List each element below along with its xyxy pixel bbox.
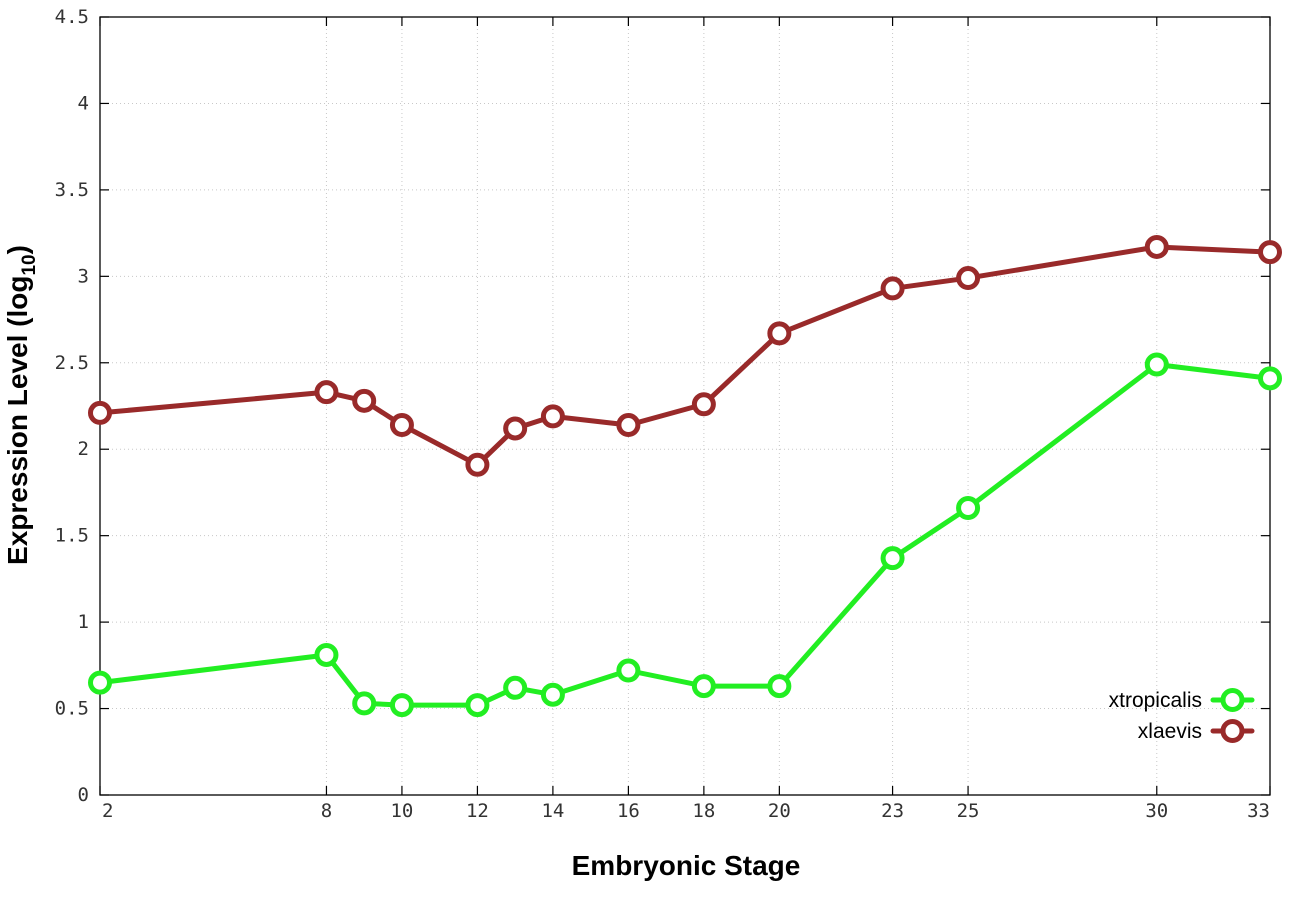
plot-frame	[99, 16, 1271, 796]
data-point-xtropicalis	[540, 682, 565, 707]
data-point-xlaevis	[880, 276, 905, 301]
data-point-xlaevis	[503, 416, 528, 441]
y-tick-label: 3	[78, 265, 89, 287]
series-line-xlaevis	[97, 244, 1273, 468]
grid	[100, 17, 1270, 795]
data-point-xlaevis	[767, 321, 792, 346]
y-tick-label: 2.5	[55, 352, 89, 374]
data-point-xlaevis	[1258, 240, 1282, 265]
legend-entry-xlaevis: xlaevis	[1138, 719, 1255, 743]
x-tick-label: 10	[390, 800, 413, 822]
y-tick-label: 4.5	[55, 6, 89, 28]
y-axis-title: Expression Level (log10)	[2, 245, 40, 565]
data-point-xtropicalis	[880, 546, 905, 571]
series-layer	[88, 234, 1282, 718]
x-tick-label: 23	[881, 800, 904, 822]
series-xlaevis	[88, 234, 1282, 477]
data-point-xtropicalis	[503, 675, 528, 700]
x-tick-label: 20	[768, 800, 791, 822]
legend-marker-xtropicalis	[1220, 688, 1245, 712]
data-point-xtropicalis	[1144, 352, 1169, 377]
legend-marker-xlaevis	[1220, 719, 1245, 743]
legend-entry-xtropicalis: xtropicalis	[1109, 688, 1255, 712]
y-tick-label: 0	[78, 784, 89, 806]
legend-label: xtropicalis	[1109, 689, 1202, 712]
data-point-xlaevis	[465, 452, 490, 477]
data-point-xtropicalis	[88, 670, 112, 695]
y-axis-title-close: )	[2, 245, 33, 254]
y-tick-label: 3.5	[55, 179, 89, 201]
series-xtropicalis	[88, 352, 1282, 718]
data-point-xlaevis	[389, 413, 414, 438]
data-point-xtropicalis	[616, 658, 641, 683]
data-point-xtropicalis	[465, 693, 490, 718]
y-tick-label: 1	[78, 611, 89, 633]
series-line-xtropicalis	[97, 362, 1273, 708]
x-tick-label: 33	[1247, 800, 1270, 822]
data-point-xlaevis	[1144, 234, 1169, 259]
x-tick-label: 30	[1145, 800, 1168, 822]
data-point-xlaevis	[616, 413, 641, 438]
data-point-xtropicalis	[314, 642, 339, 667]
data-point-xtropicalis	[956, 496, 981, 521]
x-tick-label: 16	[617, 800, 640, 822]
x-tick-label: 8	[321, 800, 332, 822]
y-axis-title-main: Expression Level (log	[2, 276, 33, 565]
y-axis-title-subscript: 10	[19, 254, 40, 275]
x-tick-label: 12	[466, 800, 489, 822]
data-point-xtropicalis	[1258, 366, 1282, 391]
data-point-xtropicalis	[691, 674, 716, 699]
y-tick-label: 1.5	[55, 525, 89, 547]
data-point-xtropicalis	[389, 693, 414, 718]
x-tick-label: 14	[541, 800, 564, 822]
data-point-xtropicalis	[767, 674, 792, 699]
x-tick-label: 2	[102, 800, 113, 822]
data-point-xlaevis	[956, 266, 981, 291]
data-point-xlaevis	[540, 404, 565, 429]
x-tick-label: 18	[692, 800, 715, 822]
legend: xtropicalis xlaevis	[1109, 688, 1255, 743]
x-axis-title: Embryonic Stage	[572, 850, 801, 881]
y-tick-label: 2	[78, 438, 89, 460]
data-point-xlaevis	[314, 380, 339, 405]
x-tick-label: 25	[957, 800, 980, 822]
y-tick-label: 0.5	[55, 698, 89, 720]
data-point-xlaevis	[88, 400, 112, 425]
data-point-xlaevis	[352, 388, 377, 413]
legend-label: xlaevis	[1138, 720, 1202, 743]
axes: 0 0.5 1 1.5 2 2.5 3 3.5 4 4.5 2 8 10 12 14 16 18 20 23 25 30…	[55, 6, 1271, 822]
data-point-xlaevis	[691, 392, 716, 417]
data-point-xtropicalis	[352, 691, 377, 716]
y-tick-label: 4	[78, 92, 89, 114]
